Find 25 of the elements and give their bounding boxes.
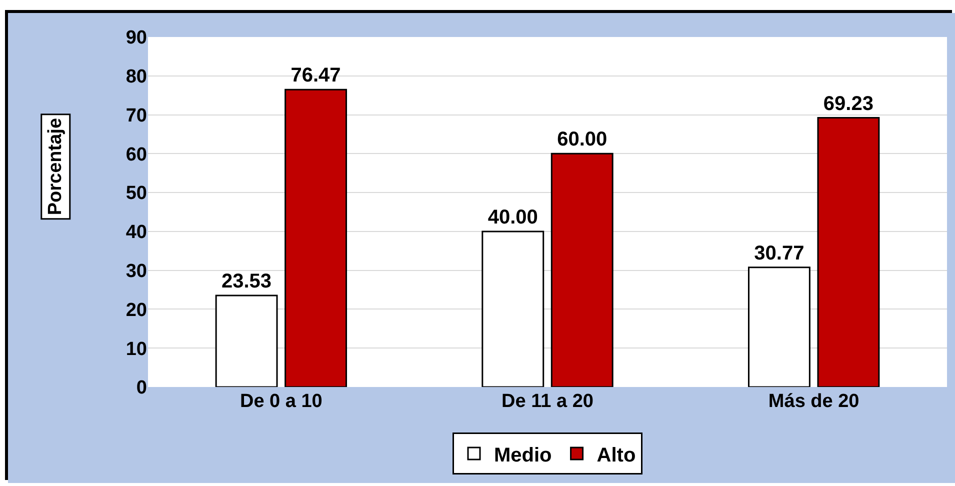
x-tick-label: Más de 20 (768, 391, 860, 412)
data-label: 76.47 (290, 64, 341, 87)
data-label: 69.23 (823, 92, 874, 115)
y-tick-label: 10 (126, 338, 147, 360)
y-tick-label: 30 (126, 260, 147, 282)
data-label: 23.53 (222, 270, 272, 292)
y-tick-label: 80 (126, 66, 147, 88)
y-tick-label: 0 (136, 378, 147, 399)
x-tick-label: De 11 a 20 (502, 391, 594, 412)
data-label: 30.77 (754, 242, 804, 264)
legend-label: Medio (494, 444, 552, 466)
y-tick-label: 50 (126, 183, 147, 204)
bar (817, 117, 880, 387)
y-tick-label: 70 (126, 105, 147, 126)
legend-label: Alto (596, 444, 636, 466)
data-label: 60.00 (557, 128, 608, 151)
y-tick-label: 40 (126, 222, 147, 244)
data-label: 40.00 (488, 206, 538, 228)
x-tick-label: De 0 a 10 (240, 391, 322, 412)
y-tick-label: 90 (126, 28, 147, 49)
y-axis-title: Porcentaje (45, 118, 66, 216)
y-tick-label: 20 (126, 300, 147, 321)
bar (550, 152, 614, 387)
bar (284, 88, 348, 387)
y-tick-label: 60 (126, 144, 147, 166)
